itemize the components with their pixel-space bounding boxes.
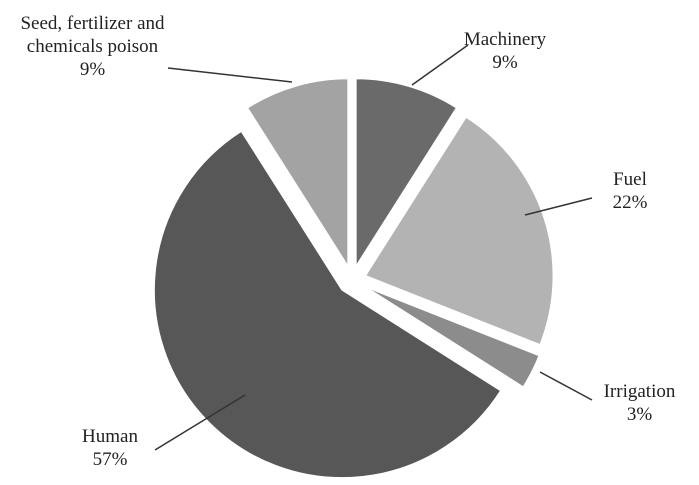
slice-label: Seed, fertilizer and chemicals poison 9% [5, 12, 180, 81]
category-label: Fuel [613, 169, 647, 190]
leader-line [411, 44, 469, 86]
leader-line [167, 67, 293, 83]
category-label: Human [82, 426, 138, 447]
leader-line [154, 394, 246, 451]
pie-slice [153, 130, 502, 479]
value-label: 3% [626, 404, 653, 425]
pie-slice [246, 77, 349, 270]
pie-slice [364, 115, 555, 346]
value-label: 9% [492, 52, 518, 73]
slice-label: Human 57% [50, 425, 170, 471]
category-label: Seed, fertilizer and chemicals poison [20, 13, 165, 57]
value-label: 9% [79, 59, 106, 80]
slice-label: Irrigation 3% [580, 380, 699, 426]
slice-label: Fuel 22% [575, 168, 685, 214]
pie-slice [364, 285, 541, 389]
leader-line [524, 197, 593, 216]
leader-line [539, 371, 593, 401]
value-label: 57% [92, 449, 128, 470]
slice-label: Machinery 9% [430, 28, 580, 74]
category-label: Machinery [463, 29, 547, 50]
pie-slice [355, 77, 458, 270]
value-label: 22% [612, 192, 648, 213]
category-label: Irrigation [603, 381, 676, 402]
